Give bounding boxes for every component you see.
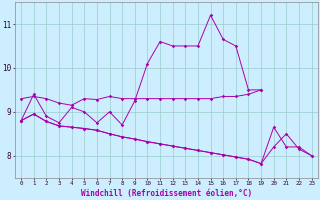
X-axis label: Windchill (Refroidissement éolien,°C): Windchill (Refroidissement éolien,°C) bbox=[81, 189, 252, 198]
